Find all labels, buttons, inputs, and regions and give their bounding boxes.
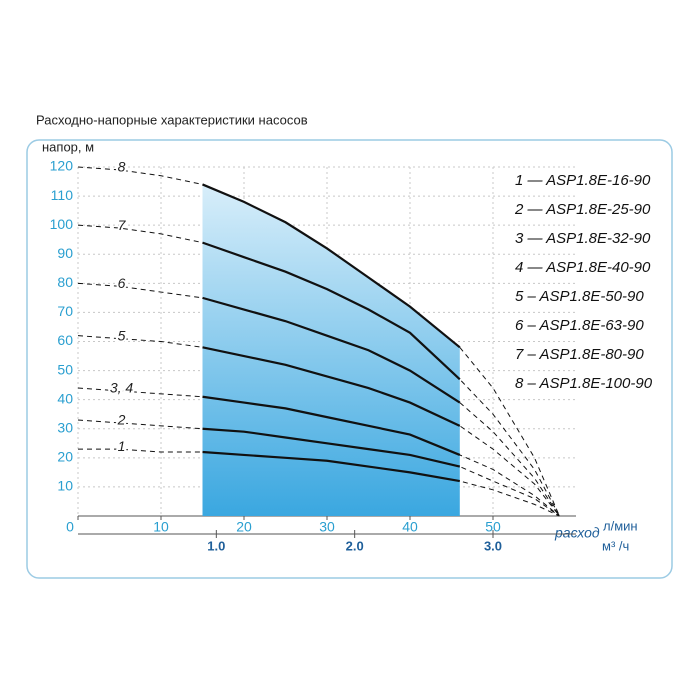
- y-tick-label: 100: [50, 216, 74, 232]
- series-label: 6: [118, 275, 126, 291]
- legend-entry: 6 – ASP1.8E-63-90: [515, 317, 644, 334]
- curve-extension: [77, 419, 560, 517]
- y-tick-label: 60: [57, 332, 73, 348]
- series-label: 5: [118, 327, 126, 343]
- x-tick-label: 50: [485, 519, 501, 535]
- y-axis-label: напор, м: [42, 139, 94, 154]
- series-label: 3, 4: [110, 380, 134, 396]
- x2-tick-label: 3.0: [484, 538, 502, 553]
- curve-extension: [77, 166, 560, 517]
- curve: [202, 241, 461, 381]
- x2-unit: м³ /ч: [602, 538, 629, 553]
- x-tick-label: 20: [236, 519, 252, 535]
- series-label: 7: [118, 217, 127, 233]
- y-tick-label: 80: [57, 274, 73, 290]
- curve: [202, 346, 461, 427]
- curve: [202, 296, 461, 404]
- x-unit: л/мин: [603, 518, 638, 533]
- curve: [202, 427, 461, 468]
- legend-entry: 1 — ASP1.8E-16-90: [515, 172, 651, 189]
- x-axis-label: расход: [554, 525, 600, 541]
- curve-extension: [78, 448, 560, 517]
- legend-entry: 4 — ASP1.8E-40-90: [515, 259, 651, 276]
- y-tick-label: 90: [57, 245, 73, 261]
- y-tick-label: 50: [57, 361, 73, 377]
- legend-entry: 2 — ASP1.8E-25-90: [514, 201, 651, 218]
- series-label: 8: [118, 159, 126, 175]
- y-tick-label: 110: [51, 187, 74, 203]
- chart-title: Расходно-напорные характеристики насосов: [36, 112, 308, 127]
- curve: [202, 450, 460, 483]
- frame: [26, 139, 673, 579]
- x-tick-label: 0: [66, 519, 74, 535]
- curve: [202, 395, 461, 456]
- legend-entry: 3 — ASP1.8E-32-90: [515, 230, 651, 247]
- y-tick-label: 20: [57, 449, 73, 465]
- legend-entry: 5 – ASP1.8E-50-90: [515, 288, 644, 305]
- curve-extension: [77, 224, 560, 517]
- curve-extension: [77, 387, 560, 517]
- series-label: 1: [118, 438, 126, 454]
- operating-region: [202, 184, 460, 516]
- curve: [202, 183, 461, 349]
- y-tick-label: 40: [57, 390, 73, 406]
- series-label: 2: [117, 412, 126, 428]
- y-tick-label: 120: [50, 158, 74, 174]
- x-tick-label: 10: [153, 519, 169, 535]
- x-tick-label: 30: [319, 519, 335, 535]
- y-tick-label: 70: [57, 303, 73, 319]
- y-tick-label: 30: [57, 419, 73, 435]
- legend-entry: 8 – ASP1.8E-100-90: [515, 375, 653, 392]
- x2-tick-label: 1.0: [207, 538, 225, 553]
- x-tick-label: 40: [402, 519, 418, 535]
- legend-entry: 7 – ASP1.8E-80-90: [515, 346, 644, 363]
- x2-tick-label: 2.0: [346, 538, 364, 553]
- y-tick-label: 10: [57, 478, 73, 494]
